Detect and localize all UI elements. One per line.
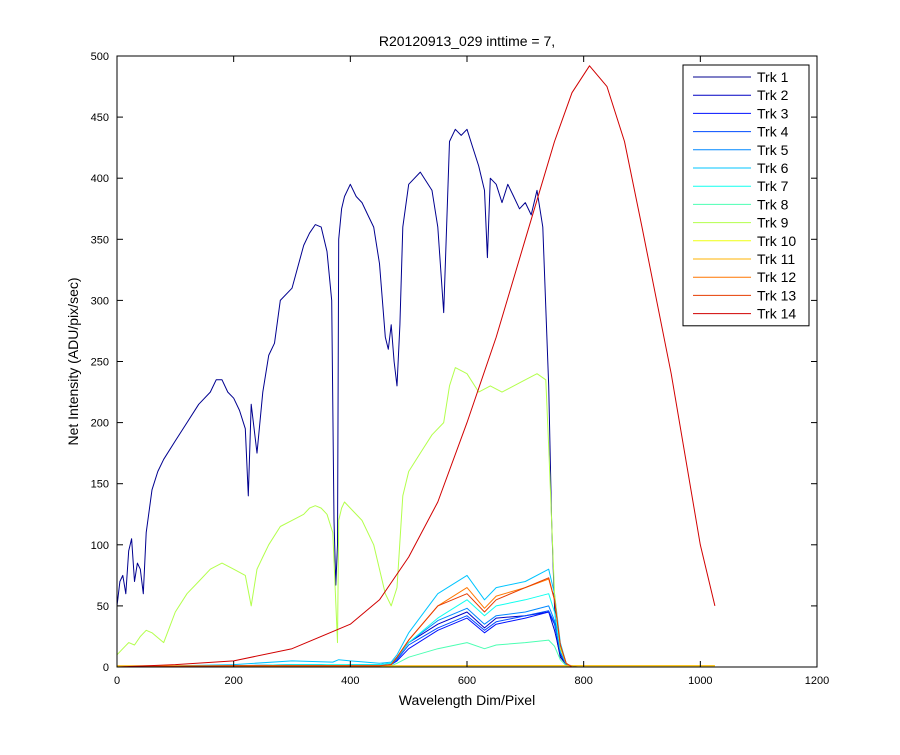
legend-label: Trk 2	[757, 87, 789, 103]
legend-label: Trk 3	[757, 105, 789, 121]
x-tick-label: 0	[114, 675, 120, 687]
series-line-trk-1	[116, 128, 715, 668]
y-tick-label: 400	[91, 173, 109, 185]
legend-label: Trk 1	[757, 69, 789, 85]
legend-label: Trk 10	[757, 233, 796, 249]
legend-label: Trk 12	[757, 269, 796, 285]
series-line-trk-9	[116, 367, 715, 668]
y-tick-label: 150	[91, 479, 109, 491]
legend-box	[682, 64, 810, 327]
axes: 0 200 400 600 800 1000 1200 0 50 100 150 200 250 300 3…	[91, 51, 830, 687]
x-tick-label: 400	[341, 675, 359, 687]
legend-label: Trk 5	[757, 142, 789, 158]
y-axis-label: Net Intensity (ADU/pix/sec)	[65, 277, 81, 445]
legend-label: Trk 13	[757, 287, 796, 303]
y-tick-label: 50	[97, 601, 109, 613]
y-tick-label: 350	[91, 234, 109, 246]
legend-label: Trk 8	[757, 196, 789, 212]
legend-label: Trk 6	[757, 160, 789, 176]
x-axis-label: Wavelength Dim/Pixel	[399, 692, 535, 708]
legend-label: Trk 9	[757, 215, 789, 231]
chart-title: R20120913_029 inttime = 7,	[379, 33, 555, 49]
x-tick-label: 1200	[805, 675, 829, 687]
y-tick-label: 500	[91, 51, 109, 63]
series-line-trk-13	[116, 577, 715, 668]
x-tick-label: 1000	[688, 675, 712, 687]
y-tick-label: 450	[91, 112, 109, 124]
x-tick-label: 600	[458, 675, 476, 687]
y-tick-label: 200	[91, 418, 109, 430]
y-tick-label: 300	[91, 295, 109, 307]
x-tick-label: 800	[574, 675, 592, 687]
x-tick-label: 200	[224, 675, 242, 687]
y-tick-label: 250	[91, 357, 109, 369]
legend-label: Trk 11	[757, 251, 795, 267]
legend: Trk 1 Trk 2 Trk 3 Trk 4 Trk 5 Trk 6 Trk 7 Trk 8…	[682, 64, 810, 327]
y-tick-label: 0	[103, 662, 109, 674]
legend-label: Trk 14	[757, 306, 796, 322]
series-line-trk-14	[116, 65, 716, 668]
y-tick-label: 100	[91, 540, 109, 552]
legend-label: Trk 4	[757, 124, 789, 140]
legend-label: Trk 7	[757, 178, 789, 194]
